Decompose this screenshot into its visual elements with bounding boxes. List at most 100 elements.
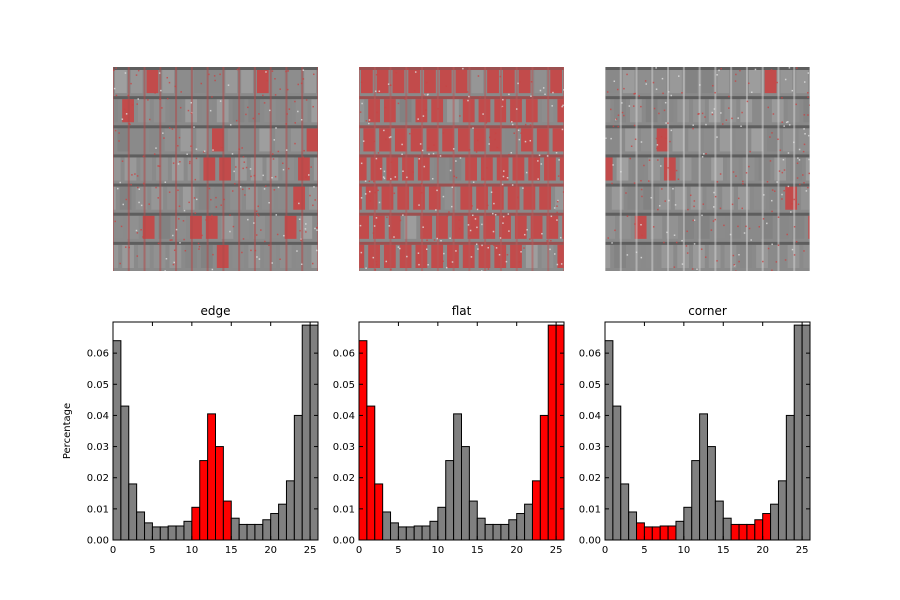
bar-edge-bin-24 [301, 324, 311, 540]
y-tick-label: 0.03 [87, 442, 109, 453]
y-axis-label: Percentage [62, 403, 73, 459]
x-tick-label: 10 [431, 545, 444, 556]
bar-flat-bin-16 [484, 523, 494, 540]
x-tick-label: 20 [510, 545, 523, 556]
bar-edge-bin-3 [136, 511, 146, 540]
bar-flat-bin-5 [397, 526, 407, 540]
bar-flat-bin-12 [453, 413, 463, 540]
y-tick-label: 0.01 [87, 504, 109, 515]
x-tick-label: 25 [304, 545, 317, 556]
x-tick-label: 20 [264, 545, 277, 556]
axes-frame [358, 321, 565, 541]
x-tick-label: 25 [550, 545, 563, 556]
bar-edge-bin-8 [175, 525, 185, 540]
bar-flat-bin-1 [366, 405, 376, 540]
bar-flat-bin-7 [413, 525, 423, 540]
bar-corner-bin-21 [770, 503, 779, 540]
x-tick-label: 25 [796, 545, 809, 556]
y-tick-label: 0.05 [87, 380, 109, 391]
bar-flat-bin-2 [374, 483, 384, 540]
x-tick-label: 20 [756, 545, 769, 556]
y-tick-label: 0.01 [333, 504, 355, 515]
bar-flat-bin-0 [359, 340, 368, 540]
bar-corner-bin-13 [707, 446, 716, 540]
bar-corner-bin-17 [738, 523, 748, 540]
chart-title: corner [688, 304, 727, 318]
bar-corner-bin-12 [699, 413, 708, 540]
bar-corner-bin-0 [605, 340, 614, 540]
y-tick-label: 0.04 [87, 411, 109, 422]
bar-corner-bin-1 [612, 405, 622, 540]
y-tick-label: 0.00 [87, 536, 109, 547]
bar-edge-bin-10 [191, 506, 201, 540]
y-tick-label: 0.04 [333, 411, 355, 422]
bar-edge-bin-19 [262, 519, 272, 540]
bars [113, 324, 318, 540]
bars [359, 324, 564, 540]
bar-corner-bin-5 [643, 526, 653, 540]
bar-edge-bin-6 [159, 526, 169, 540]
y-tick-label: 0.00 [333, 536, 355, 547]
chart-title: flat [452, 304, 472, 318]
bar-corner-bin-4 [636, 522, 645, 540]
bar-edge-bin-7 [167, 525, 177, 540]
bar-edge-bin-23 [293, 414, 303, 540]
bar-corner-bin-7 [659, 525, 669, 540]
bar-edge-bin-13 [215, 446, 224, 540]
y-tick-label: 0.06 [87, 349, 109, 360]
bar-corner-bin-22 [777, 480, 787, 540]
bar-edge-bin-4 [144, 522, 153, 540]
x-tick-label: 10 [185, 545, 198, 556]
histogram-panels: edge 0.00 0.01 0.02 0.03 0.04 0.05 0.06 0 5 10 15 20… [87, 304, 811, 556]
edge-texture-image [113, 67, 318, 271]
y-tick-label: 0.02 [87, 473, 109, 484]
bar-corner-bin-14 [714, 500, 724, 540]
bar-flat-bin-14 [468, 500, 478, 540]
bar-flat-bin-18 [500, 523, 510, 540]
axes-frame [112, 321, 319, 541]
y-tick-label: 0.04 [579, 411, 601, 422]
bar-flat-bin-21 [524, 503, 533, 540]
bar-edge-bin-25 [309, 324, 318, 540]
y-tick-label: 0.06 [579, 349, 601, 360]
bar-flat-bin-4 [390, 522, 399, 540]
chart-title: edge [201, 304, 231, 318]
x-tick-label: 15 [225, 545, 238, 556]
bar-edge-bin-12 [207, 413, 217, 540]
bar-flat-bin-23 [539, 414, 549, 540]
bar-corner-bin-16 [730, 523, 740, 540]
bar-flat-bin-22 [531, 480, 541, 540]
bar-flat-bin-3 [382, 511, 392, 540]
bar-corner-bin-19 [754, 519, 764, 540]
bar-edge-bin-16 [238, 523, 248, 540]
x-tick-label: 0 [356, 545, 362, 556]
bar-flat-bin-9 [429, 520, 439, 540]
y-tick-label: 0.02 [579, 473, 601, 484]
axes-frame [604, 321, 811, 541]
x-tick-label: 0 [602, 545, 608, 556]
x-tick-label: 0 [110, 545, 116, 556]
bar-flat-bin-13 [461, 446, 470, 540]
flat-texture-image [359, 67, 564, 271]
bar-corner-bin-15 [722, 517, 732, 540]
bar-corner-bin-24 [793, 324, 803, 540]
bar-flat-bin-24 [547, 324, 557, 540]
y-tick-label: 0.05 [333, 380, 355, 391]
bar-edge-bin-11 [199, 460, 209, 540]
bar-edge-bin-21 [278, 503, 287, 540]
bar-edge-bin-9 [183, 520, 193, 540]
bar-corner-bin-3 [628, 511, 638, 540]
y-tick-label: 0.02 [333, 473, 355, 484]
bar-flat-bin-17 [492, 523, 502, 540]
bar-flat-bin-19 [508, 519, 518, 540]
texture-images [113, 67, 810, 271]
x-tick-label: 5 [149, 545, 155, 556]
bar-edge-bin-1 [120, 405, 130, 540]
bar-edge-bin-18 [254, 523, 264, 540]
y-tick-label: 0.05 [579, 380, 601, 391]
bar-corner-bin-25 [801, 324, 810, 540]
x-tick-label: 5 [395, 545, 401, 556]
bar-corner-bin-11 [691, 460, 701, 540]
x-tick-label: 15 [471, 545, 484, 556]
